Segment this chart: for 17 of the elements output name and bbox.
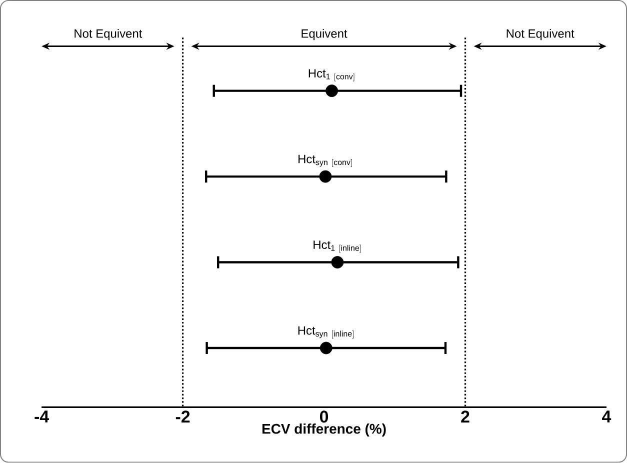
point (319, 170, 332, 183)
y-tick-label: $\mathrm{Hct}_{\mathrm{1\ [conv]}}$ (308, 69, 354, 82)
y-tick-label: $\mathrm{Hct}_{\mathrm{syn\ [inline]}}$ (298, 326, 354, 339)
x-axis-title: ECV difference (%) (262, 424, 386, 437)
annotation: Not Equivent (506, 29, 574, 40)
y-tick-label: $\mathrm{Hct}_{\mathrm{1\ [inline]}}$ (314, 240, 361, 253)
point (320, 342, 332, 354)
point (326, 84, 338, 98)
point (331, 256, 344, 269)
x-tick-label: 4 (602, 410, 612, 422)
x-tick-label: 0 (320, 410, 328, 423)
x-tick-label: -2 (176, 410, 190, 423)
x-tick-label: -4 (34, 410, 50, 422)
annotation: Not Equivent (74, 29, 142, 40)
annotation: Equivent (302, 29, 348, 40)
x-tick-label: 2 (461, 410, 470, 423)
y-tick-label: $\mathrm{Hct}_{\mathrm{syn\ [conv]}}$ (298, 155, 352, 168)
